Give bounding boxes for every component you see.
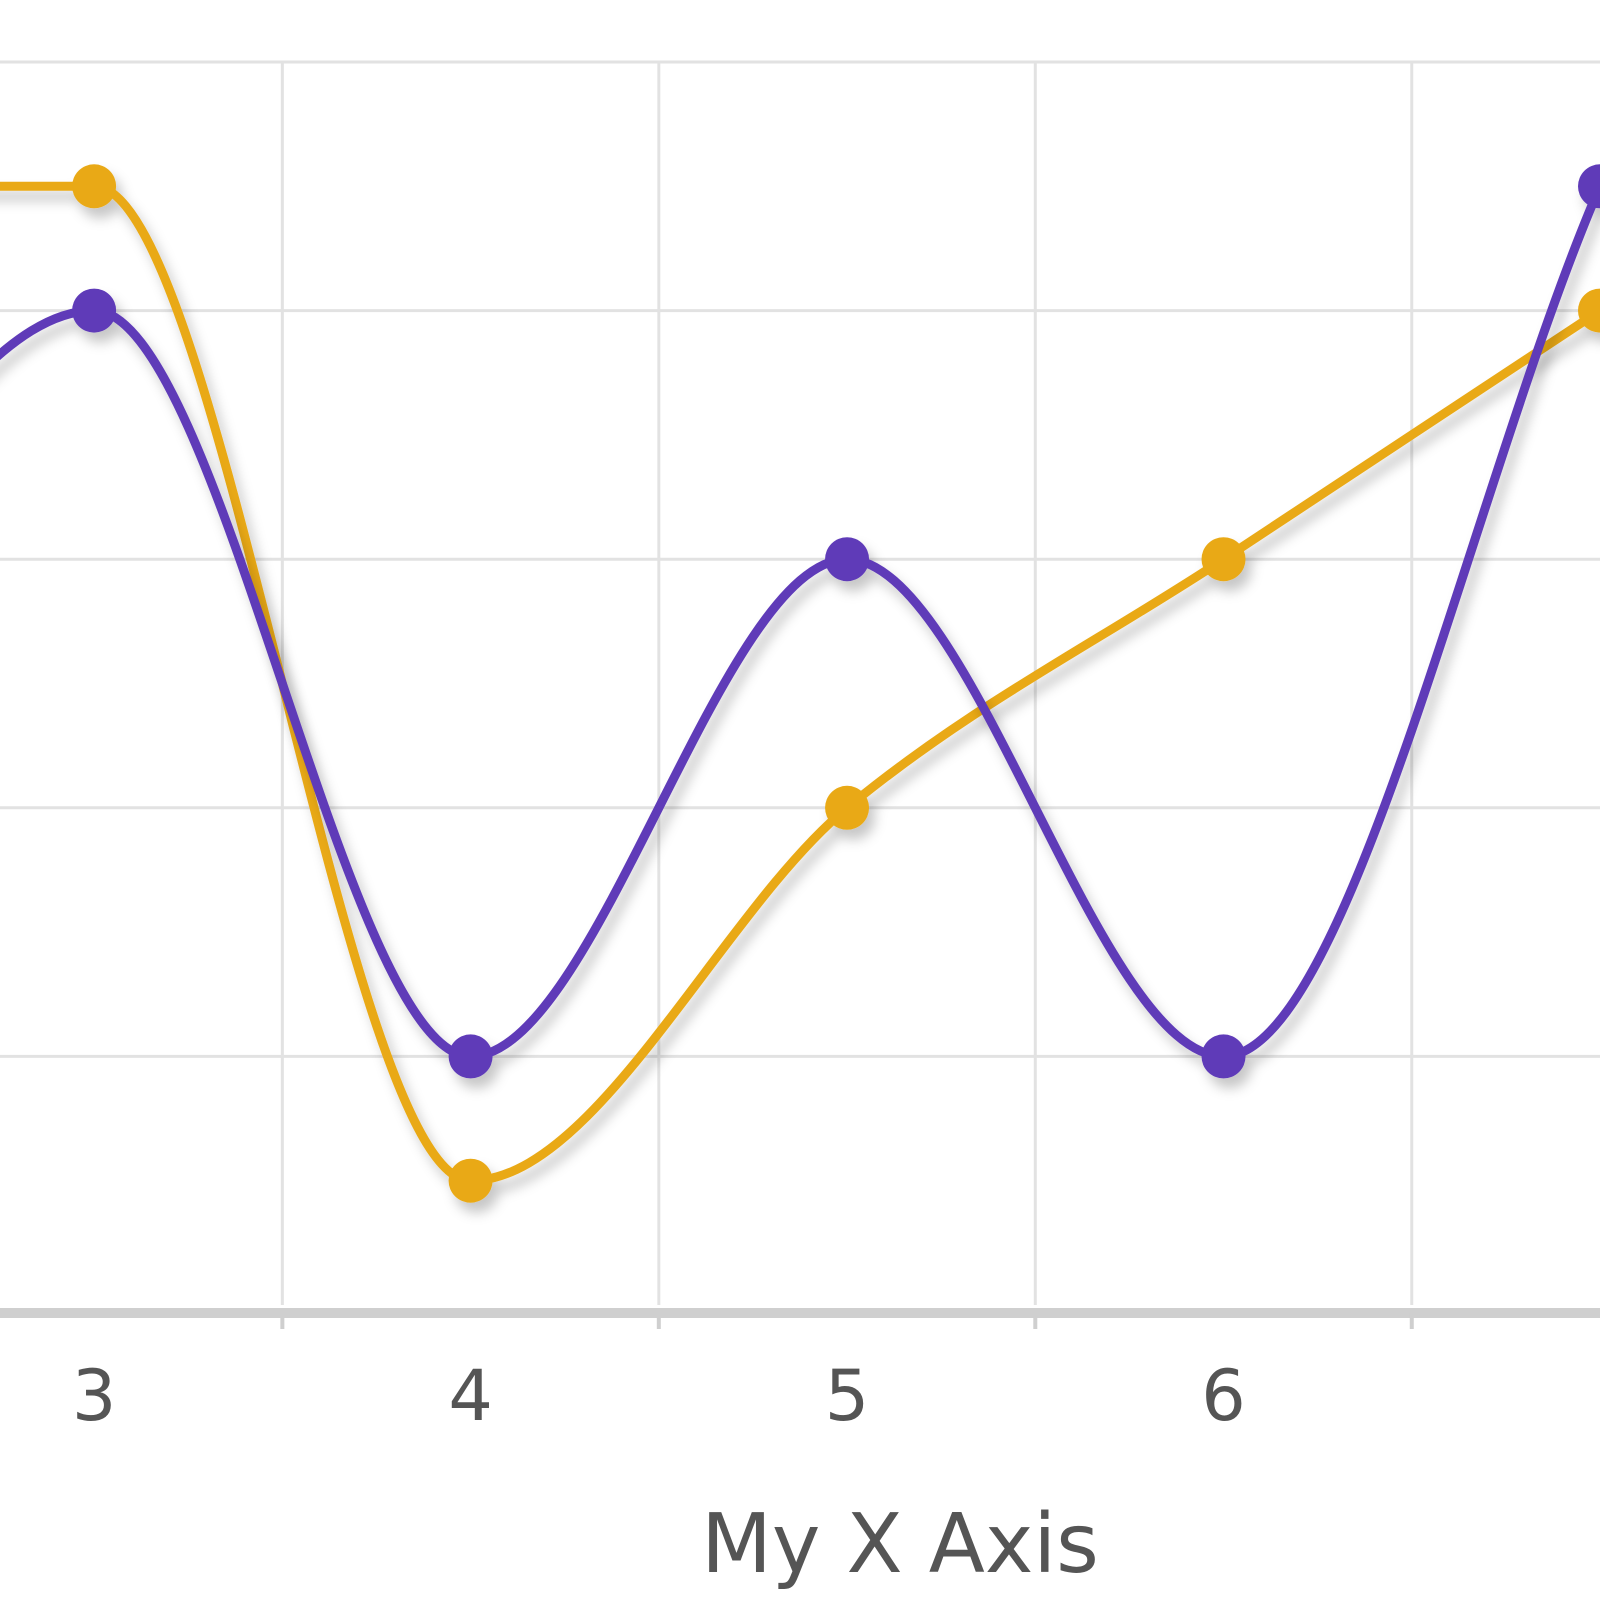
- x-tick-label: 3: [72, 1355, 117, 1437]
- data-point: [825, 785, 870, 830]
- data-point: [1201, 1034, 1246, 1079]
- series-line: [0, 181, 1600, 1186]
- data-point: [825, 537, 870, 582]
- data-point: [448, 1158, 493, 1203]
- x-tick-label: 4: [448, 1355, 493, 1437]
- x-tick-label: 5: [825, 1355, 870, 1437]
- series-line: [0, 181, 1600, 1061]
- data-point: [72, 164, 117, 209]
- series-2: [0, 164, 1600, 1203]
- data-point: [72, 288, 117, 333]
- x-axis: [0, 1308, 1600, 1329]
- grid-lines: [0, 60, 1600, 1305]
- data-point: [1578, 288, 1600, 333]
- series-layer: [0, 164, 1600, 1203]
- data-point: [1201, 537, 1246, 582]
- data-point: [1578, 164, 1600, 209]
- x-tick-labels: 3 4 5 6: [72, 1355, 1246, 1437]
- series-1: [0, 164, 1600, 1079]
- x-axis-title: My X Axis: [701, 1497, 1099, 1592]
- data-point: [448, 1034, 493, 1079]
- x-tick-label: 6: [1201, 1355, 1246, 1437]
